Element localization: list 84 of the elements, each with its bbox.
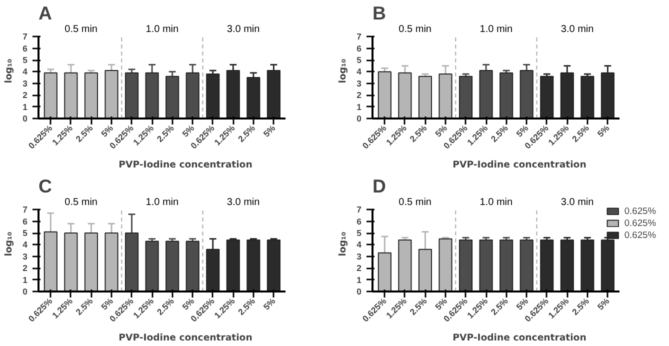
y-tick-label: 5 bbox=[356, 228, 362, 238]
y-tick-label: 1 bbox=[356, 274, 362, 285]
text: 3.0 min bbox=[560, 24, 594, 35]
bar bbox=[166, 76, 180, 118]
x-tick-label: 5% bbox=[261, 296, 278, 312]
text: 3.0 min bbox=[226, 24, 260, 35]
y-tick-label: 7 bbox=[356, 204, 362, 215]
bar bbox=[398, 240, 412, 292]
text: 1.0 min bbox=[146, 196, 179, 208]
y-tick-label: 0 bbox=[22, 286, 28, 296]
text: 0.5 min bbox=[398, 24, 432, 35]
text: 3.0 min bbox=[226, 196, 260, 208]
bar bbox=[540, 240, 554, 292]
chart-title: A bbox=[38, 2, 52, 24]
bar bbox=[266, 240, 280, 292]
y-tick-label: 2 bbox=[22, 90, 28, 100]
y-tick-label: 7 bbox=[22, 204, 28, 215]
legend-label: 0.625% bbox=[624, 218, 656, 228]
text: 3.0 min bbox=[560, 196, 594, 208]
y-tick-label: 1 bbox=[22, 102, 28, 112]
y-tick-label: 0 bbox=[356, 114, 362, 124]
text: 0.5 min bbox=[398, 196, 432, 208]
y-tick-label: 3 bbox=[356, 251, 362, 262]
bar bbox=[226, 240, 240, 292]
y-tick-label: 5 bbox=[22, 228, 28, 238]
y-tick-label: 6 bbox=[356, 216, 362, 226]
y-tick-label: 2 bbox=[356, 263, 362, 274]
x-axis-title: PVP-Iodine concentration bbox=[452, 159, 586, 170]
y-tick-label: 2 bbox=[356, 90, 362, 100]
x-tick-label: 5% bbox=[261, 122, 278, 139]
y-axis-title: log₁₀ bbox=[4, 58, 15, 84]
y-tick-label: 2 bbox=[22, 263, 28, 274]
y-axis-title: log₁₀ bbox=[338, 232, 349, 256]
bar bbox=[246, 77, 260, 118]
bar bbox=[520, 240, 534, 292]
bar bbox=[438, 238, 452, 292]
y-tick-label: 4 bbox=[22, 66, 28, 77]
bar bbox=[560, 240, 574, 292]
bar bbox=[124, 72, 139, 118]
chart-title: C bbox=[38, 176, 52, 196]
bar bbox=[145, 240, 159, 292]
bar bbox=[500, 240, 514, 292]
chart-title: B bbox=[372, 2, 386, 24]
x-axis-title: PVP-Iodine concentration bbox=[118, 159, 252, 170]
bar bbox=[166, 240, 180, 292]
y-tick-label: 0 bbox=[22, 114, 28, 124]
y-tick-label: 3 bbox=[22, 78, 28, 88]
x-axis-title: PVP-Iodine concentration bbox=[118, 332, 252, 344]
bar bbox=[246, 240, 260, 292]
y-tick-label: 4 bbox=[22, 240, 28, 250]
y-tick-label: 4 bbox=[356, 66, 362, 77]
text: 0.5 min bbox=[64, 24, 98, 35]
y-tick-label: 6 bbox=[356, 43, 362, 54]
y-tick-label: 7 bbox=[356, 32, 362, 42]
y-tick-label: 6 bbox=[22, 43, 28, 54]
y-tick-label: 5 bbox=[356, 55, 362, 65]
y-tick-label: 5 bbox=[22, 55, 28, 65]
bar bbox=[84, 72, 98, 118]
x-tick-label: 5% bbox=[595, 296, 612, 312]
legend-label: 0.625% bbox=[624, 230, 656, 240]
bar bbox=[186, 240, 200, 292]
y-axis-title: log₁₀ bbox=[338, 58, 349, 84]
y-tick-label: 1 bbox=[22, 274, 28, 285]
y-tick-label: 3 bbox=[22, 251, 28, 262]
bar bbox=[44, 72, 58, 118]
y-tick-label: 6 bbox=[22, 216, 28, 226]
y-tick-label: 1 bbox=[356, 102, 362, 112]
y-tick-label: 4 bbox=[356, 240, 362, 250]
bar bbox=[458, 240, 473, 292]
y-axis-title: log₁₀ bbox=[4, 232, 15, 256]
text: 1.0 min bbox=[480, 196, 513, 208]
y-tick-label: 3 bbox=[356, 78, 362, 88]
y-tick-label: 0 bbox=[356, 286, 362, 296]
x-axis-title: PVP-Iodine concentration bbox=[452, 332, 586, 344]
chart-title: D bbox=[372, 176, 386, 196]
text: 0.5 min bbox=[64, 196, 98, 208]
bar bbox=[206, 74, 220, 118]
legend-label: 0.625% bbox=[624, 206, 656, 216]
bar bbox=[479, 240, 493, 292]
bar bbox=[580, 240, 594, 292]
x-tick-label: 5% bbox=[595, 122, 612, 139]
text: 1.0 min bbox=[480, 24, 513, 35]
y-tick-label: 7 bbox=[22, 32, 28, 42]
text: 1.0 min bbox=[146, 24, 179, 35]
